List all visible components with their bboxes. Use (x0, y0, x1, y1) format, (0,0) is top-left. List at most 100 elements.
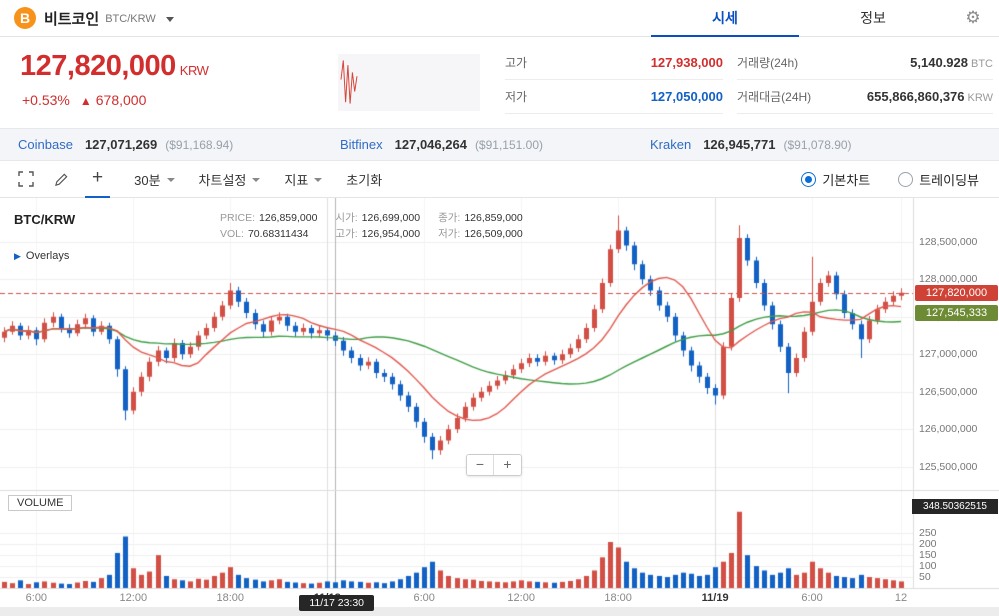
bitcoin-icon: B (14, 7, 36, 29)
exchange-bitfinex: Bitfinex 127,046,264 ($91,151.00) (340, 129, 543, 160)
time-axis-label: 12 (894, 592, 908, 604)
zoom-in-button[interactable]: + (494, 455, 521, 475)
exchange-usd: ($91,078.90) (783, 137, 852, 152)
turnover-24h-row: 거래대금(24H) 655,866,860,376 KRW (737, 80, 993, 114)
header: B 비트코인 BTC/KRW 시세 정보 ⚙ (0, 0, 999, 38)
reset-label: 초기화 (346, 172, 383, 188)
low-price-row: 저가 127,050,000 (505, 80, 723, 114)
coin-selector[interactable]: B 비트코인 BTC/KRW (0, 7, 174, 29)
chevron-down-icon (314, 178, 323, 182)
turnover-24h-value: 655,866,860,376 KRW (866, 89, 993, 104)
low-label: 저가: (438, 228, 461, 240)
volume-24h-row: 거래량(24h) 5,140.928 BTC (737, 46, 993, 80)
active-tab-underline (651, 34, 799, 38)
price-axis-label: 126,000,000 (919, 423, 978, 436)
close-value: 126,859,000 (464, 212, 523, 224)
interval-dropdown[interactable]: 30분 (134, 170, 175, 189)
open-value: 126,699,000 (361, 212, 421, 224)
price-axis-label: 128,000,000 (919, 273, 978, 286)
interval-label: 30분 (134, 172, 161, 188)
volume-pane-label: VOLUME (8, 495, 73, 511)
radio-selected-icon (801, 171, 817, 187)
info-col-close-low: 종가: 126,859,000 저가: 126,509,000 (438, 210, 523, 242)
vol-value: 70.68311434 (247, 228, 309, 240)
high-price-row: 고가 127,938,000 (505, 46, 723, 80)
currency-label: KRW (179, 63, 209, 78)
change-percent: +0.53% (22, 92, 70, 108)
low-value: 127,050,000 (650, 89, 723, 104)
crosshair-time-tooltip: 11/17 23:30 (299, 595, 375, 611)
exchange-kraken: Kraken 126,945,771 ($91,078.90) (650, 129, 852, 160)
price-label: PRICE: (220, 212, 256, 224)
coin-name: 비트코인 (44, 10, 100, 28)
volume-axis-label: 100 (919, 560, 937, 573)
time-axis-label: 6:00 (413, 592, 435, 604)
exchange-name: Coinbase (18, 137, 73, 152)
volume-24h-value: 5,140.928 BTC (910, 55, 993, 70)
stats-column-1: 고가 127,938,000 저가 127,050,000 (505, 46, 723, 114)
zoom-out-button[interactable]: − (467, 455, 494, 475)
high-label: 고가: (335, 228, 358, 240)
exchange-usd: ($91,168.94) (165, 137, 234, 152)
chevron-down-icon (166, 178, 175, 182)
radio-tradingview-label: 트레이딩뷰 (919, 172, 979, 188)
volume-unit: BTC (971, 58, 993, 70)
radio-basic-label: 기본차트 (822, 172, 871, 188)
exchange-comparison-bar: Coinbase 127,071,269 ($91,168.94) Bitfin… (0, 128, 999, 161)
vol-label: VOL: (220, 228, 244, 240)
time-axis-label: 11/19 (701, 592, 729, 604)
low-label: 저가 (505, 90, 528, 104)
change-amount: 678,000 (95, 92, 147, 108)
indicators-dropdown[interactable]: 지표 (284, 170, 323, 189)
radio-unselected-icon (898, 171, 914, 187)
price-panel: 127,820,000 KRW +0.53% ▲ 678,000 고가 127,938… (0, 37, 999, 128)
overlays-label: Overlays (25, 250, 70, 262)
pair-label: BTC/KRW (105, 13, 156, 25)
high-label: 고가 (505, 56, 528, 70)
candlestick-chart[interactable] (0, 198, 999, 616)
chevron-down-icon (165, 16, 174, 22)
tab-price[interactable]: 시세 (651, 0, 799, 38)
sparkline-chart (340, 60, 358, 104)
volume-axis-label: 50 (919, 571, 931, 584)
gear-icon[interactable]: ⚙ (965, 8, 981, 27)
time-axis-label: 18:00 (216, 592, 245, 604)
volume-axis-label: 250 (919, 527, 937, 540)
volume-axis-label: 200 (919, 538, 937, 551)
volume-axis-label: 150 (919, 549, 937, 562)
price-axis-label: 125,500,000 (919, 460, 978, 473)
fullscreen-icon[interactable] (18, 171, 34, 187)
reset-button[interactable]: 초기화 (346, 170, 382, 189)
open-label: 시가: (335, 212, 358, 224)
turnover-unit: KRW (967, 92, 993, 104)
exchange-name: Bitfinex (340, 137, 383, 152)
mini-sparkline (338, 54, 480, 111)
chart-symbol: BTC/KRW (14, 212, 76, 227)
time-axis-label: 18:00 (604, 592, 632, 604)
time-axis-label: 12:00 (119, 592, 148, 604)
pencil-icon[interactable] (54, 172, 69, 187)
current-price-value: 127,820,000 (20, 50, 176, 82)
radio-tradingview[interactable]: 트레이딩뷰 (898, 170, 979, 189)
add-tool-button[interactable]: + (85, 161, 111, 198)
overlays-toggle[interactable]: ▶ Overlays (14, 250, 69, 262)
chart-region: BTC/KRW ▶ Overlays PRICE: 126,859,000 VOL:… (0, 198, 999, 616)
stats-column-2: 거래량(24h) 5,140.928 BTC 거래대금(24H) 655,866,… (737, 46, 993, 114)
close-label: 종가: (438, 212, 461, 224)
radio-basic-chart[interactable]: 기본차트 (801, 170, 870, 189)
exchange-usd: ($91,151.00) (474, 137, 543, 152)
volume-24h-label: 거래량(24h) (737, 56, 799, 70)
chart-settings-dropdown[interactable]: 차트설정 (199, 170, 261, 189)
current-price: 127,820,000 KRW (20, 50, 209, 83)
high-value: 127,938,000 (650, 55, 723, 70)
chevron-down-icon (252, 178, 261, 182)
time-axis-label: 6:00 (801, 592, 823, 604)
tab-info[interactable]: 정보 (799, 0, 947, 37)
ohlc-info: PRICE: 126,859,000 VOL: 70.68311434 시가: 126… (220, 210, 541, 242)
tab-price-label: 시세 (712, 9, 738, 26)
exchange-price: 127,071,269 (84, 137, 158, 152)
time-axis-label: 6:00 (25, 592, 48, 604)
exchange-price: 126,945,771 (703, 137, 776, 152)
chart-toolbar: + 30분 차트설정 지표 초기화 기본차트 트레이딩뷰 (0, 161, 999, 198)
